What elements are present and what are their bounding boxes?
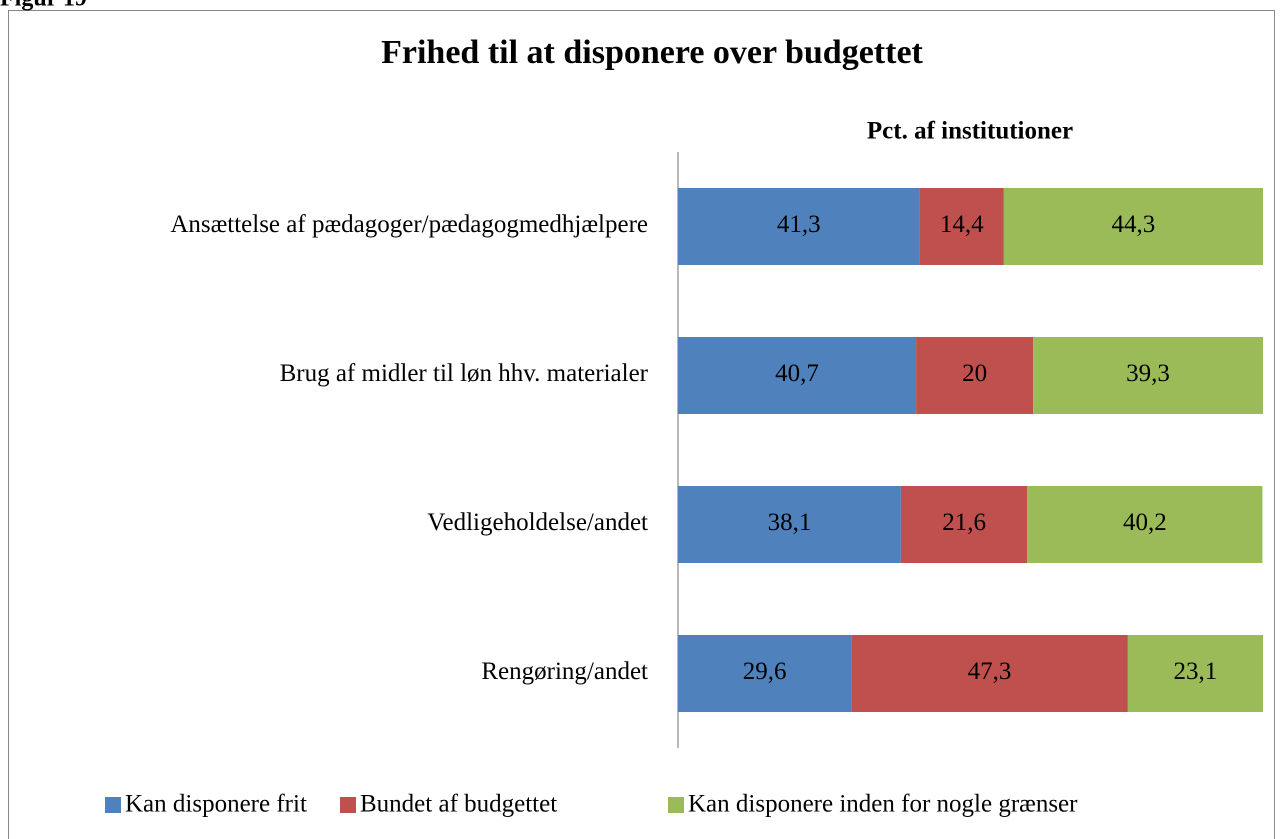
data-label: 44,3 [1112, 211, 1156, 238]
bar-segment [1003, 188, 1263, 265]
bar-segment [1027, 486, 1263, 563]
data-label: 40,7 [775, 360, 819, 387]
data-label: 41,3 [777, 211, 821, 238]
bar-segment [919, 188, 1004, 265]
bar-segment [678, 337, 917, 414]
bar-segment [678, 486, 901, 563]
data-label: 40,2 [1123, 509, 1167, 536]
data-label: 21,6 [942, 509, 986, 536]
bar-segment [1033, 337, 1263, 414]
legend-label: Kan disponere frit [125, 791, 307, 818]
y-tick-label: Brug af midler til løn hhv. materialer [280, 360, 649, 387]
y-tick-label: Vedligeholdelse/andet [427, 509, 648, 536]
data-label: 29,6 [743, 658, 787, 685]
legend-swatch [340, 797, 356, 813]
data-label: 47,3 [968, 658, 1012, 685]
figure-caption: Figur 19 [0, 0, 87, 12]
chart-subtitle: Pct. af institutioner [867, 118, 1073, 145]
legend-swatch [668, 797, 684, 813]
bar-segment [678, 188, 920, 265]
legend-label: Bundet af budgettet [360, 791, 557, 818]
chart-title: Frihed til at disponere over budgettet [381, 34, 923, 71]
bar-segment [678, 635, 852, 712]
bar-segment [851, 635, 1128, 712]
data-label: 20 [962, 360, 987, 387]
data-label: 38,1 [768, 509, 812, 536]
data-label: 14,4 [940, 211, 984, 238]
bar-segment [1127, 635, 1263, 712]
legend-swatch [105, 797, 121, 813]
chart-frame [8, 10, 1275, 839]
y-tick-label: Rengøring/andet [481, 658, 648, 685]
data-label: 23,1 [1174, 658, 1218, 685]
y-tick-label: Ansættelse af pædagoger/pædagogmedhjælpe… [170, 211, 648, 238]
bar-segment [916, 337, 1034, 414]
data-label: 39,3 [1126, 360, 1170, 387]
bar-segment [900, 486, 1028, 563]
legend-label: Kan disponere inden for nogle grænser [688, 791, 1078, 818]
